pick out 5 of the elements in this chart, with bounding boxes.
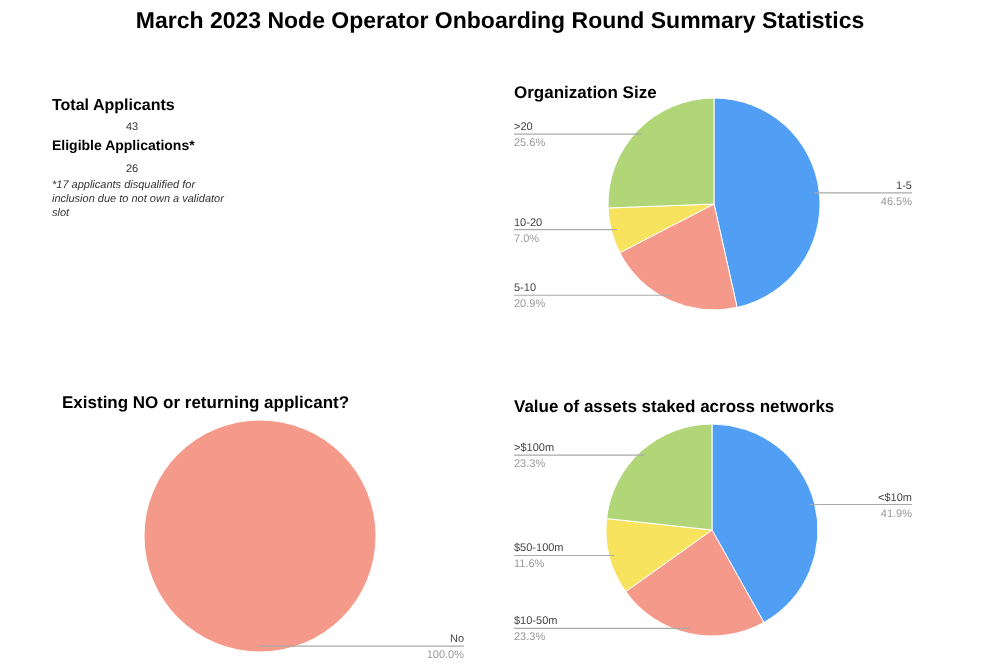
chart-title: Organization Size — [514, 82, 658, 102]
text: Total Applicants — [52, 96, 176, 114]
text: March 2023 Node Operator Onboarding Round Summary Statistics — [135, 10, 865, 34]
chart-title: Existing NO or returning applicant? — [62, 392, 350, 412]
chart-title: Value of assets staked across networks — [514, 396, 835, 416]
